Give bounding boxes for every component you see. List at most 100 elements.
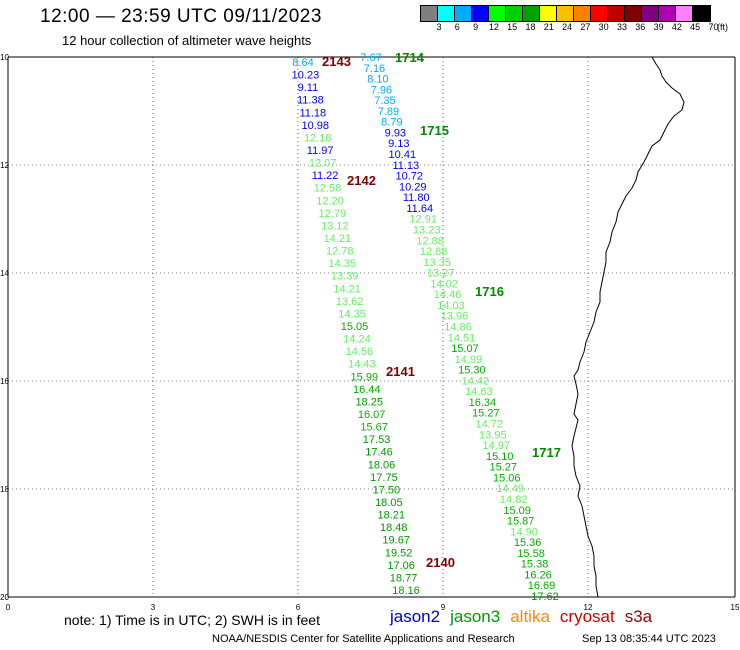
legend-swatch <box>455 6 472 21</box>
wave-height-value: 11.18 <box>299 107 326 119</box>
wave-height-value: 11.97 <box>307 145 334 157</box>
pass-label: 2143 <box>322 54 351 69</box>
wave-height-value: 13.35 <box>423 257 451 269</box>
coastline <box>571 56 685 598</box>
wave-height-value: 14.90 <box>510 526 538 538</box>
wave-height-value: 13.96 <box>441 311 469 323</box>
legend-swatch <box>625 6 642 21</box>
legend-label: 42 <box>671 22 682 32</box>
legend-label: 6 <box>454 22 460 32</box>
legend-label: 3 <box>436 22 442 32</box>
wave-height-value: 10.72 <box>396 171 424 183</box>
wave-height-value: 18.48 <box>380 522 408 534</box>
wave-height-value: 18.25 <box>355 396 383 408</box>
legend-swatch <box>421 6 438 21</box>
footnote: note: 1) Time is in UTC; 2) SWH is in fe… <box>64 612 320 628</box>
y-axis-label: -20 <box>0 593 10 602</box>
pass-label: 2140 <box>426 555 455 570</box>
wave-height-value: 13.12 <box>321 220 349 232</box>
legend-label: 15 <box>507 22 518 32</box>
wave-height-value: 18.16 <box>392 585 420 597</box>
wave-height-value: 15.10 <box>486 451 514 463</box>
legend-swatch <box>642 6 659 21</box>
wave-height-value: 14.46 <box>434 289 462 301</box>
wave-height-value: 15.58 <box>517 548 545 560</box>
map-subtitle: 12 hour collection of altimeter wave hei… <box>62 33 312 48</box>
legend-label: 21 <box>543 22 554 32</box>
wave-height-value: 15.36 <box>514 537 542 549</box>
map-title: 12:00 — 23:59 UTC 09/11/2023 <box>40 6 322 27</box>
pass-label: 2142 <box>347 173 376 188</box>
wave-height-value: 16.34 <box>469 397 497 409</box>
axis-labels: -10 -12 -14 -16 -18 -200 3 6 9 12 15 <box>0 53 740 612</box>
pass-labels: 2143 1714 1715 2142 1716 2141 1717 2140 <box>322 50 561 570</box>
wave-height-value: 14.35 <box>338 308 366 320</box>
wave-height-value: 9.13 <box>388 138 409 150</box>
legend-label: 70 <box>708 22 719 32</box>
wave-height-value: 15.09 <box>503 505 531 517</box>
wave-height-value: 14.51 <box>448 332 476 344</box>
x-axis-label: 0 <box>6 603 11 612</box>
wave-height-value: 8.10 <box>367 74 388 86</box>
wave-height-value: 14.21 <box>324 233 352 245</box>
wave-height-value: 16.69 <box>528 580 556 592</box>
legend-swatch <box>693 6 710 21</box>
wave-height-value: 12.88 <box>416 235 444 247</box>
wave-height-value: 11.80 <box>403 192 430 204</box>
wave-height-value: 10.41 <box>389 149 417 161</box>
wave-height-value: 11.38 <box>297 95 324 107</box>
y-axis-label: -16 <box>0 377 10 386</box>
satellite-legend: jason2 jason3 altika cryosat s3a <box>390 607 662 627</box>
color-legend-bar <box>420 5 711 22</box>
wave-height-value: 12.91 <box>409 214 437 226</box>
wave-height-value: 9.93 <box>385 127 406 139</box>
wave-height-value: 13.23 <box>413 224 441 236</box>
legend-label: 33 <box>616 22 628 32</box>
x-axis-label: 6 <box>296 603 301 612</box>
legend-swatch <box>540 6 557 21</box>
wave-height-value: 17.46 <box>365 447 393 459</box>
wave-height-value: 18.77 <box>390 572 418 584</box>
wave-height-value: 10.29 <box>399 181 427 193</box>
legend-swatch <box>472 6 489 21</box>
wave-height-value: 7.89 <box>378 106 399 118</box>
pass-label: 1714 <box>395 50 425 65</box>
wave-height-value: 13.27 <box>427 268 455 280</box>
wave-height-value: 14.56 <box>346 346 374 358</box>
wave-height-value: 14.24 <box>343 334 371 346</box>
wave-height-value: 15.87 <box>507 516 535 528</box>
x-axis-label: 15 <box>731 603 740 612</box>
wave-height-value: 18.21 <box>378 510 406 522</box>
y-axis-label: -10 <box>0 53 10 62</box>
wave-height-value: 14.97 <box>483 440 511 452</box>
legend-swatch <box>676 6 693 21</box>
wave-height-value: 19.67 <box>382 535 410 547</box>
wave-height-value: 14.21 <box>333 283 361 295</box>
y-axis-label: -18 <box>0 485 10 494</box>
wave-height-value: 12.58 <box>314 183 342 195</box>
pass-label: 1717 <box>532 445 561 460</box>
wave-height-value: 12.20 <box>316 195 344 207</box>
wave-height-value: 15.06 <box>493 472 521 484</box>
map-grid <box>7 56 736 598</box>
wave-height-value: 15.30 <box>458 365 486 377</box>
satellite-legend-item: jason2 <box>390 607 441 626</box>
wave-height-value: 12.07 <box>309 158 337 170</box>
wave-height-value: 12.79 <box>319 208 347 220</box>
pass-label: 1715 <box>420 123 449 138</box>
wave-height-value: 17.06 <box>387 560 415 572</box>
legend-label: 27 <box>580 22 591 32</box>
wave-height-value: 14.63 <box>465 386 493 398</box>
x-axis-label: 3 <box>151 603 156 612</box>
wave-height-value: 15.27 <box>489 462 517 474</box>
wave-height-value: 14.49 <box>496 483 524 495</box>
wave-height-value: 17.75 <box>370 472 398 484</box>
pass-label: 2141 <box>386 364 415 379</box>
y-axis-label: -14 <box>0 269 10 278</box>
wave-height-value: 15.99 <box>351 371 379 383</box>
pass-label: 1716 <box>475 284 504 299</box>
generation-timestamp: Sep 13 08:35:44 UTC 2023 <box>582 633 716 645</box>
wave-height-value: 13.95 <box>479 429 507 441</box>
satellite-legend-item: cryosat <box>559 607 615 626</box>
